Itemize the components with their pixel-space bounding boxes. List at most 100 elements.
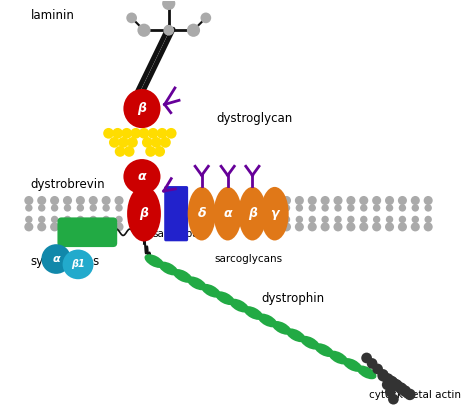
Text: α: α bbox=[53, 254, 60, 264]
Circle shape bbox=[361, 353, 372, 363]
Ellipse shape bbox=[214, 187, 242, 240]
Text: laminin: laminin bbox=[31, 9, 74, 22]
Ellipse shape bbox=[201, 284, 221, 298]
Circle shape bbox=[130, 128, 141, 139]
Circle shape bbox=[372, 222, 381, 232]
Circle shape bbox=[321, 204, 329, 212]
Ellipse shape bbox=[238, 187, 266, 240]
Circle shape bbox=[334, 216, 342, 223]
Circle shape bbox=[155, 146, 165, 157]
Circle shape bbox=[334, 222, 343, 232]
Text: dystroglycan: dystroglycan bbox=[216, 112, 292, 125]
Text: cytoskeletal actin: cytoskeletal actin bbox=[369, 390, 461, 400]
Circle shape bbox=[321, 216, 329, 223]
Text: δ: δ bbox=[197, 207, 206, 220]
Circle shape bbox=[115, 216, 123, 223]
Circle shape bbox=[77, 204, 84, 212]
Circle shape bbox=[283, 204, 290, 212]
Circle shape bbox=[283, 216, 290, 223]
Circle shape bbox=[386, 204, 393, 212]
Circle shape bbox=[282, 196, 291, 205]
Ellipse shape bbox=[300, 336, 320, 349]
Circle shape bbox=[309, 204, 316, 212]
Circle shape bbox=[400, 386, 411, 397]
Ellipse shape bbox=[127, 186, 161, 242]
Circle shape bbox=[201, 12, 211, 23]
Ellipse shape bbox=[343, 358, 362, 372]
Circle shape bbox=[63, 222, 72, 232]
Circle shape bbox=[76, 196, 85, 205]
Circle shape bbox=[378, 369, 389, 380]
Circle shape bbox=[395, 382, 406, 394]
Circle shape bbox=[399, 216, 406, 223]
Circle shape bbox=[367, 358, 377, 369]
Circle shape bbox=[50, 196, 59, 205]
Circle shape bbox=[102, 204, 110, 212]
Circle shape bbox=[398, 196, 407, 205]
Circle shape bbox=[127, 137, 138, 148]
Ellipse shape bbox=[187, 276, 207, 290]
Circle shape bbox=[101, 196, 110, 205]
Circle shape bbox=[51, 216, 58, 223]
Circle shape bbox=[121, 128, 132, 139]
Circle shape bbox=[24, 196, 33, 205]
Circle shape bbox=[101, 222, 110, 232]
Circle shape bbox=[270, 204, 277, 212]
Circle shape bbox=[309, 216, 316, 223]
Text: β1: β1 bbox=[71, 259, 85, 269]
Circle shape bbox=[392, 380, 403, 391]
Circle shape bbox=[112, 128, 123, 139]
Circle shape bbox=[372, 364, 383, 374]
Circle shape bbox=[25, 216, 33, 223]
Circle shape bbox=[77, 216, 84, 223]
Circle shape bbox=[372, 196, 381, 205]
Text: α: α bbox=[137, 170, 146, 183]
Circle shape bbox=[37, 222, 46, 232]
Circle shape bbox=[390, 379, 401, 391]
Circle shape bbox=[320, 196, 329, 205]
Ellipse shape bbox=[123, 159, 161, 194]
Circle shape bbox=[89, 196, 98, 205]
Circle shape bbox=[63, 196, 72, 205]
Circle shape bbox=[270, 216, 277, 223]
Circle shape bbox=[64, 204, 71, 212]
Circle shape bbox=[162, 0, 175, 10]
Circle shape bbox=[166, 128, 177, 139]
Circle shape bbox=[359, 222, 368, 232]
Circle shape bbox=[425, 204, 432, 212]
Circle shape bbox=[90, 216, 97, 223]
Circle shape bbox=[38, 204, 46, 212]
Circle shape bbox=[411, 216, 419, 223]
Circle shape bbox=[38, 216, 46, 223]
Text: sarcospan: sarcospan bbox=[152, 229, 206, 239]
Text: β: β bbox=[139, 207, 148, 220]
Circle shape bbox=[51, 204, 58, 212]
Ellipse shape bbox=[229, 299, 249, 312]
Ellipse shape bbox=[173, 269, 192, 283]
Ellipse shape bbox=[63, 249, 93, 279]
Circle shape bbox=[137, 24, 151, 37]
Circle shape bbox=[346, 222, 356, 232]
Text: dystrobrevin: dystrobrevin bbox=[31, 178, 105, 191]
Ellipse shape bbox=[357, 366, 376, 379]
Ellipse shape bbox=[188, 187, 216, 240]
Text: syntrophins: syntrophins bbox=[31, 254, 100, 268]
Circle shape bbox=[399, 204, 406, 212]
Circle shape bbox=[388, 394, 399, 405]
FancyBboxPatch shape bbox=[57, 217, 117, 247]
Circle shape bbox=[164, 25, 174, 36]
Circle shape bbox=[296, 204, 303, 212]
Circle shape bbox=[385, 387, 396, 397]
Circle shape bbox=[382, 373, 393, 385]
Ellipse shape bbox=[258, 314, 277, 327]
Circle shape bbox=[102, 216, 110, 223]
Circle shape bbox=[25, 204, 33, 212]
Circle shape bbox=[142, 137, 153, 148]
Circle shape bbox=[269, 222, 278, 232]
Circle shape bbox=[295, 222, 304, 232]
Ellipse shape bbox=[328, 351, 348, 364]
Circle shape bbox=[360, 216, 367, 223]
Circle shape bbox=[24, 222, 33, 232]
Circle shape bbox=[385, 376, 397, 387]
Circle shape bbox=[404, 388, 416, 400]
